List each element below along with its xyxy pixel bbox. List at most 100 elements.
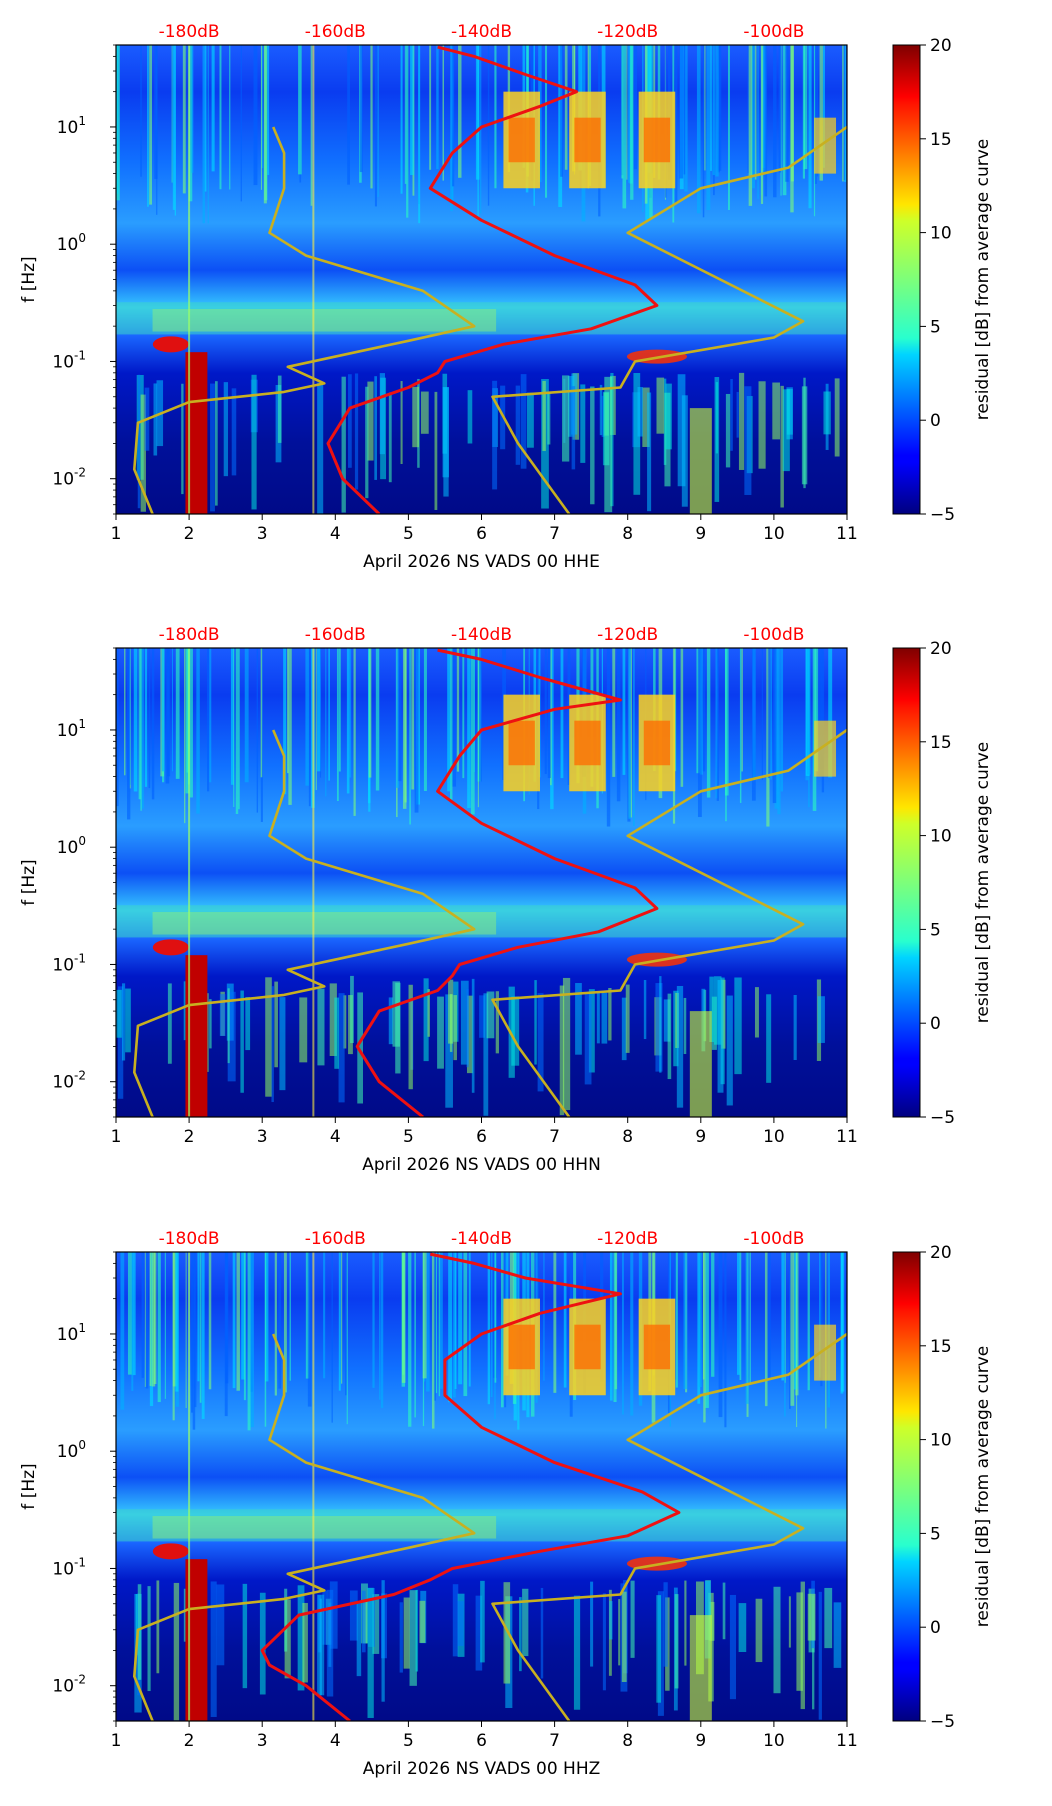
lf-streak <box>415 1589 419 1672</box>
hf-stripe <box>192 1252 196 1430</box>
hf-stripe <box>679 45 684 179</box>
hf-stripe <box>450 45 453 212</box>
hf-stripe <box>372 1252 375 1388</box>
y-tick-label: 10-2 <box>52 1069 86 1093</box>
hf-stripe <box>683 45 686 175</box>
x-tick-label: 6 <box>476 1731 487 1751</box>
hf-stripe <box>467 648 471 809</box>
lf-streak <box>349 1590 358 1641</box>
hf-stripe <box>564 45 568 170</box>
lf-streak <box>758 381 766 469</box>
lf-streak <box>663 999 671 1042</box>
colorbar-tick-label: 10 <box>930 224 952 244</box>
hf-stripe <box>741 648 743 772</box>
x-tick-label: 10 <box>763 1127 785 1147</box>
hf-stripe <box>353 648 356 816</box>
hf-stripe <box>400 45 403 194</box>
hf-stripe <box>500 1252 504 1408</box>
hf-stripe <box>204 45 207 192</box>
lf-streak <box>812 1595 815 1710</box>
x-tick-label: 3 <box>257 524 268 544</box>
hf-stripe <box>819 1252 822 1378</box>
heatmap-area <box>116 45 847 514</box>
lf-streak <box>483 993 489 1116</box>
hf-stripe <box>439 1252 443 1389</box>
hf-stripe <box>780 648 784 792</box>
hf-stripe <box>310 45 313 206</box>
hf-stripe <box>151 1252 156 1387</box>
db-scale-label: -160dB <box>305 625 366 645</box>
hf-stripe <box>250 1252 254 1428</box>
hf-stripe <box>422 1252 427 1379</box>
hf-stripe <box>630 1252 634 1416</box>
hf-stripe <box>431 1252 435 1429</box>
lf-streak <box>609 1601 613 1640</box>
lf-streak <box>738 1603 747 1653</box>
hf-stripe <box>235 648 239 814</box>
colorbar-tick-label: 15 <box>930 1337 952 1357</box>
hf-stripe <box>820 1252 823 1387</box>
hf-stripe <box>768 1252 771 1380</box>
lf-streak <box>573 1595 581 1710</box>
hf-stripe <box>308 648 311 807</box>
hf-stripe <box>147 45 149 207</box>
hf-stripe <box>410 45 414 176</box>
colorbar <box>892 44 921 515</box>
lf-streak <box>689 1011 712 1117</box>
lf-streak <box>503 1582 511 1684</box>
hf-stripe <box>456 648 460 772</box>
noise-model-line <box>133 126 476 514</box>
hf-stripe <box>182 45 186 194</box>
hf-stripe <box>633 45 638 170</box>
hf-stripe <box>406 45 409 218</box>
colorbar-tick-label: 20 <box>930 1243 952 1263</box>
lf-streak <box>403 1597 410 1669</box>
x-tick-label: 11 <box>836 1731 858 1751</box>
lf-streak <box>125 988 131 1053</box>
lf-streak <box>277 375 282 443</box>
colorbar-tick-label: 10 <box>930 827 952 847</box>
hf-stripe <box>622 45 627 209</box>
lf-streak <box>381 1580 385 1702</box>
hf-stripe <box>550 648 554 810</box>
lf-streak <box>676 985 684 1108</box>
hf-stripe <box>442 45 445 181</box>
db-scale-label: -100dB <box>743 1229 804 1249</box>
hf-stripe <box>490 1252 493 1398</box>
lf-streak <box>817 996 825 1043</box>
lf-streak <box>399 1602 403 1673</box>
lf-streak <box>284 1588 288 1652</box>
hf-stripe <box>260 45 263 190</box>
hf-stripe <box>563 1252 567 1388</box>
hf-stripe <box>274 1252 277 1396</box>
hf-stripe <box>116 648 119 807</box>
hf-stripe <box>789 1252 791 1409</box>
lf-streak <box>326 1589 334 1697</box>
heatmap-area <box>116 1252 847 1721</box>
microseism-band-strong <box>152 309 497 332</box>
time-marker <box>312 45 315 514</box>
time-marker <box>188 45 191 514</box>
hf-stripe <box>739 648 742 803</box>
hf-stripe <box>202 45 205 224</box>
hf-stripe <box>167 648 171 777</box>
lf-streak <box>271 986 274 1103</box>
hf-stripe <box>544 45 548 198</box>
time-marker <box>188 648 191 1117</box>
y-tick-label: 100 <box>57 231 86 255</box>
hf-stripe <box>697 1252 701 1404</box>
daytime-noise-core <box>508 117 535 163</box>
hf-stripe <box>702 648 706 772</box>
lf-streak <box>147 1586 151 1692</box>
colorbar-tick-label: −5 <box>930 1108 955 1128</box>
x-tick-label: 2 <box>184 524 195 544</box>
hf-stripe <box>359 45 363 173</box>
lf-streak <box>647 392 652 512</box>
hf-stripe <box>479 648 482 782</box>
hf-stripe <box>494 1252 497 1383</box>
x-axis-label: April 2026 NS VADS 00 HHE <box>363 552 600 572</box>
x-tick-label: 11 <box>836 524 858 544</box>
event-blob <box>152 1543 189 1560</box>
lf-streak <box>663 1582 668 1667</box>
colorbar-tick-label: 15 <box>930 130 952 150</box>
